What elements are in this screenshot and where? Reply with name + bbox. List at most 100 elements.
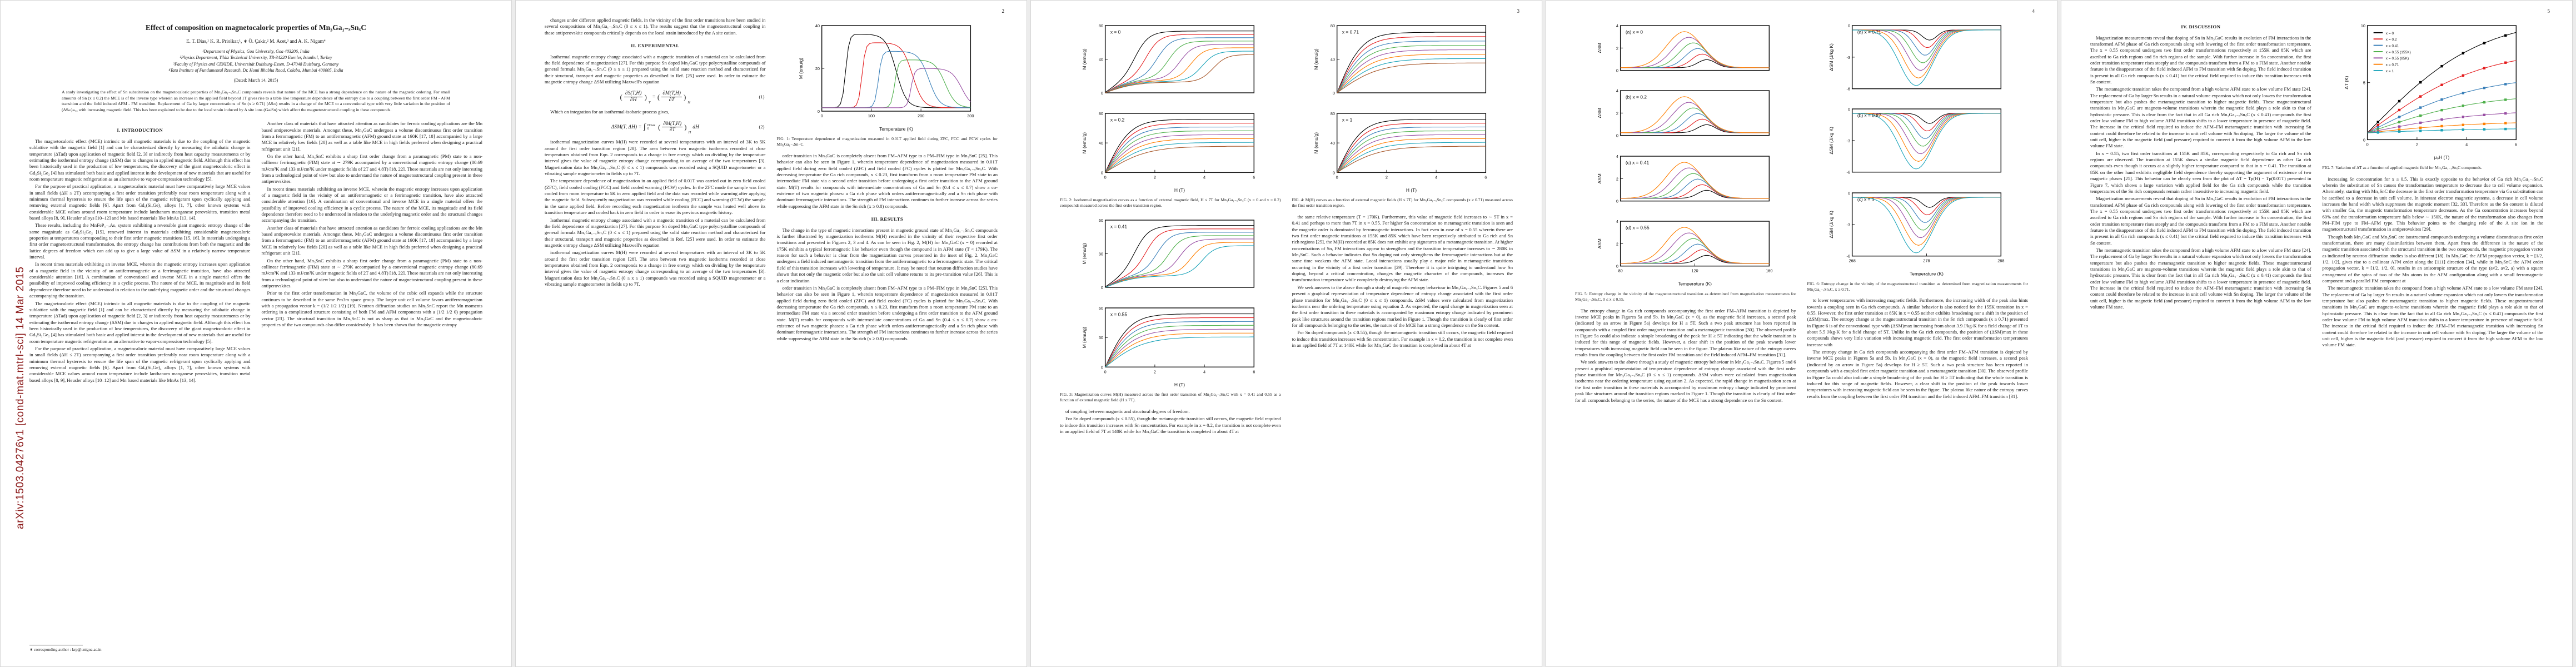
svg-text:4: 4: [1616, 88, 1618, 93]
figure-5-panel-a: 0 2 4 (a) x = 0 ΔSM: [1597, 23, 1770, 73]
page-2: 2 changes under different applied magnet…: [515, 0, 1027, 667]
svg-text:80: 80: [1618, 268, 1622, 273]
svg-text:0: 0: [821, 113, 823, 118]
svg-text:Temperature (K): Temperature (K): [1910, 271, 1944, 276]
svg-text:2: 2: [1616, 111, 1618, 116]
svg-text:4: 4: [1203, 369, 1205, 374]
paragraph: We seek answers to the above through a s…: [1575, 359, 1796, 403]
svg-text:(a) x = 0: (a) x = 0: [1626, 29, 1643, 35]
paragraph: Another class of materials that have att…: [261, 225, 483, 256]
paragraph: The metamagnetic transition takes the co…: [2090, 247, 2311, 310]
figure-7-caption: FIG. 7: Variation of ΔT as a function of…: [2322, 165, 2482, 170]
svg-text:0: 0: [1616, 198, 1618, 203]
svg-text:x = 0.71: x = 0.71: [1342, 29, 1359, 35]
svg-text:30: 30: [1099, 335, 1103, 340]
svg-text:20: 20: [815, 66, 820, 71]
figure-7: 0 2 4 6 0 5 10 μ₀H (T) ΔT (K) x = 0 x = 0.2 x = 0.4…: [2323, 19, 2544, 171]
svg-text:40: 40: [1099, 57, 1103, 62]
svg-text:40: 40: [1099, 141, 1103, 146]
svg-text:ΔSM (J/kg K): ΔSM (J/kg K): [1828, 127, 1834, 155]
paragraph: Prior to the first order transformation …: [261, 290, 483, 327]
left-paren: (: [658, 123, 661, 132]
svg-text:ΔSM: ΔSM: [1597, 173, 1602, 183]
paragraph: In x = 0.55, two first order transitions…: [2090, 150, 2311, 194]
svg-text:2: 2: [1154, 175, 1156, 180]
paragraph: Isothermal magnetic entropy change assoc…: [545, 217, 766, 248]
affiliation-1: ¹Department of Physics, Goa University, …: [202, 48, 310, 54]
figure-6: -6 -3 0 (a) x = 0.71 ΔSM (J/kg K) -6 -3 0 (b) x…: [1807, 19, 2029, 292]
page4-column-left: 0 2 4 (a) x = 0 ΔSM 0 2 4 (b) x = 0.2 ΔSM 0 2 4 (c)…: [1575, 17, 1796, 405]
svg-text:40: 40: [1331, 57, 1335, 62]
paragraph: Magnetization measurements reveal that d…: [2090, 196, 2311, 246]
svg-text:0: 0: [1336, 175, 1338, 180]
paragraph: In recent times materials exhibiting an …: [29, 261, 251, 299]
paragraph: On the other hand, Mn₃SnC exhibits a sha…: [261, 257, 483, 288]
section-heading-introduction: I. INTRODUCTION: [117, 127, 163, 133]
figure-7-panel: 0 2 4 6 0 5 10 μ₀H (T) ΔT (K) x = 0 x = 0.2 x = 0.4…: [2344, 23, 2518, 160]
page-number: 5: [2547, 8, 2550, 14]
svg-text:2: 2: [1616, 241, 1618, 246]
svg-text:x = 1: x = 1: [2386, 69, 2394, 73]
paragraph: The temperature dependence of magnetizat…: [545, 178, 766, 216]
section-heading-results: III. RESULTS: [871, 216, 904, 222]
equals-sign: =: [652, 94, 656, 100]
svg-text:100: 100: [868, 113, 875, 118]
page-1: Effect of composition on magnetocaloric …: [0, 0, 512, 667]
page1-column-left: I. INTRODUCTION The magnetocaloric effec…: [29, 121, 251, 385]
paper-title: Effect of composition on magnetocaloric …: [145, 23, 367, 32]
svg-text:H (T): H (T): [1174, 382, 1185, 387]
svg-text:M (emu/g): M (emu/g): [1082, 243, 1087, 265]
figure-5: 0 2 4 (a) x = 0 ΔSM 0 2 4 (b) x = 0.2 ΔSM 0 2 4 (c)…: [1575, 19, 1796, 302]
svg-text:0: 0: [1616, 68, 1618, 73]
svg-text:0: 0: [1848, 107, 1850, 112]
svg-text:x = 0.55 (155K): x = 0.55 (155K): [2386, 51, 2411, 54]
svg-text:0: 0: [1848, 23, 1850, 28]
paragraph: the same relative temperature (T = 170K)…: [1292, 214, 1513, 283]
svg-text:M (emu/g): M (emu/g): [1082, 326, 1087, 348]
figure-4-caption: FIG. 4: M(H) curves as a function of ext…: [1292, 197, 1513, 208]
svg-text:4: 4: [1616, 23, 1618, 28]
page-4: 4 0 2 4 (a) x = 0 ΔSM 0 2 4 (b) x = 0.2 ΔSM 0 2 4 (…: [1546, 0, 2057, 667]
figure-2-panel-b: 0 2 4 6 0 40 80 x = 0.2 H (T) M (emu/g): [1082, 111, 1255, 193]
page-number: 4: [2032, 8, 2035, 14]
figure-5-panel-b: 0 2 4 (b) x = 0.2 ΔSM: [1597, 88, 1770, 138]
svg-text:x = 1: x = 1: [1342, 117, 1353, 122]
svg-text:6: 6: [1253, 369, 1255, 374]
eq2-rhs: dH: [692, 124, 699, 130]
equation-1: ( ∂S(T,H) ∂H ) T = ( ∂M(T,H) ∂T ) H (1): [545, 91, 766, 104]
svg-text:6: 6: [2515, 142, 2518, 147]
svg-text:300: 300: [967, 113, 974, 118]
figure-4: 0 40 80 x = 0.71 M (emu/g) 0 2 4 6 0 40 80 x = 1 H (…: [1292, 19, 1513, 208]
eq1-denominator: ∂H: [630, 97, 637, 103]
paragraph: The metamagnetic transition takes the co…: [2322, 285, 2544, 348]
paragraph: Another class of materials that have att…: [261, 121, 483, 152]
integral-lower-limit: 0: [647, 127, 649, 131]
svg-text:4: 4: [1203, 175, 1205, 180]
paragraph: The magnetocaloric effect (MCE) intrinsi…: [29, 300, 251, 344]
svg-text:0: 0: [1101, 91, 1103, 96]
svg-text:0: 0: [1101, 170, 1103, 175]
paragraph: On the other hand, Mn₃SnC exhibits a sha…: [261, 153, 483, 185]
svg-text:M (emu/g): M (emu/g): [1082, 48, 1087, 70]
integral-upper-limit: Hmax: [647, 123, 656, 127]
svg-text:(b) x = 0.87: (b) x = 0.87: [1857, 113, 1881, 118]
svg-text:-6: -6: [1847, 253, 1851, 258]
svg-text:(a) x = 0.71: (a) x = 0.71: [1857, 29, 1881, 35]
eq1-subscript-2: H: [687, 100, 690, 104]
svg-text:4: 4: [1435, 175, 1437, 180]
svg-text:0: 0: [1104, 369, 1106, 374]
svg-text:0: 0: [1616, 264, 1618, 269]
eq2-denominator: ∂T: [669, 127, 675, 133]
paragraph: For Sn doped compounds (x ≤ 0.55), thoug…: [1060, 416, 1281, 435]
svg-text:160: 160: [1766, 268, 1772, 273]
paragraph: We seek answers to the above through a s…: [1292, 284, 1513, 328]
eq1-denominator-2: ∂T: [669, 97, 675, 103]
paragraph: Which on integration for an isothermal-i…: [550, 109, 670, 115]
svg-text:2: 2: [2416, 142, 2418, 147]
figure-6-caption: FIG. 6: Entropy change in the vicinity o…: [1807, 281, 2029, 292]
figure-1-caption: FIG. 1: Temperature dependence of magnet…: [776, 136, 998, 147]
